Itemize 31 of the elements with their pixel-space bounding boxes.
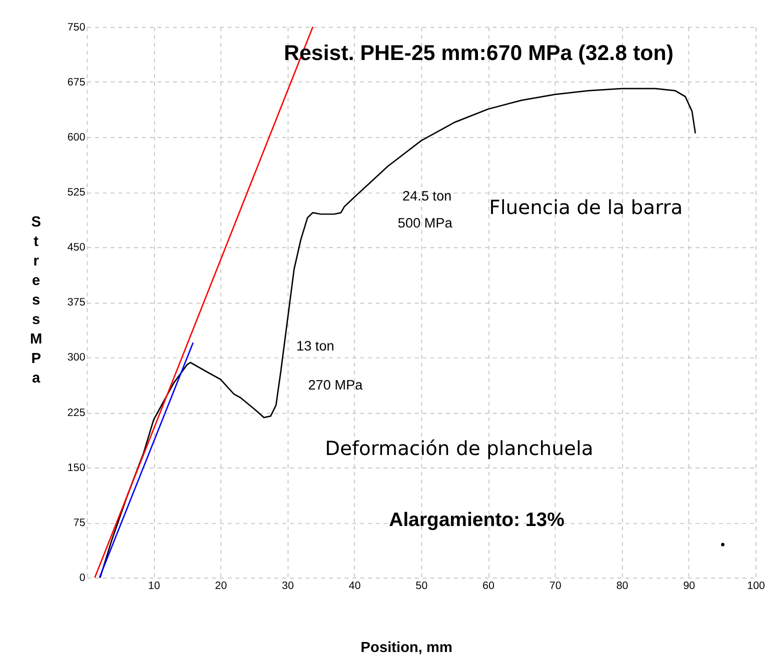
y-tick-label: 375 [67, 296, 86, 309]
x-tick-label: 30 [282, 580, 294, 592]
annotation: 270 MPa [308, 378, 364, 393]
annotation: Alargamiento: 13% [389, 508, 564, 531]
x-tick-label: 90 [683, 580, 696, 592]
y-tick-label: 525 [67, 186, 86, 198]
x-tick-label: 60 [482, 580, 495, 592]
x-tick-label: 10 [148, 580, 160, 592]
x-tick-label: 100 [747, 580, 766, 592]
x-tick-label: 70 [549, 580, 562, 592]
x-tick-label: 40 [348, 580, 361, 592]
y-tick-label: 150 [67, 462, 86, 474]
annotation: Deformación de planchuela [325, 436, 594, 460]
y-tick-label: 600 [67, 131, 86, 144]
line-series [99, 88, 696, 578]
text: Stress MPa [30, 214, 42, 387]
y-tick-label: 450 [67, 242, 86, 254]
y-tick-label: 0 [79, 572, 86, 584]
y-tick-label: 75 [73, 516, 86, 529]
annotation: 13 ton [296, 338, 334, 354]
annotation: 24.5 ton [402, 188, 452, 204]
x-tick-label: 50 [416, 580, 428, 592]
x-axis-title: Position, mm [360, 640, 452, 656]
x-tick-label: 80 [616, 580, 628, 592]
annotation: Fluencia de la barra [489, 196, 683, 220]
y-tick-label: 675 [67, 76, 86, 88]
annotation: 500 MPa [398, 216, 453, 231]
y-tick-label: 750 [67, 21, 86, 34]
y-tick-label: 300 [67, 352, 86, 364]
x-tick-label: 20 [215, 580, 228, 592]
y-tick-label: 225 [67, 406, 86, 419]
